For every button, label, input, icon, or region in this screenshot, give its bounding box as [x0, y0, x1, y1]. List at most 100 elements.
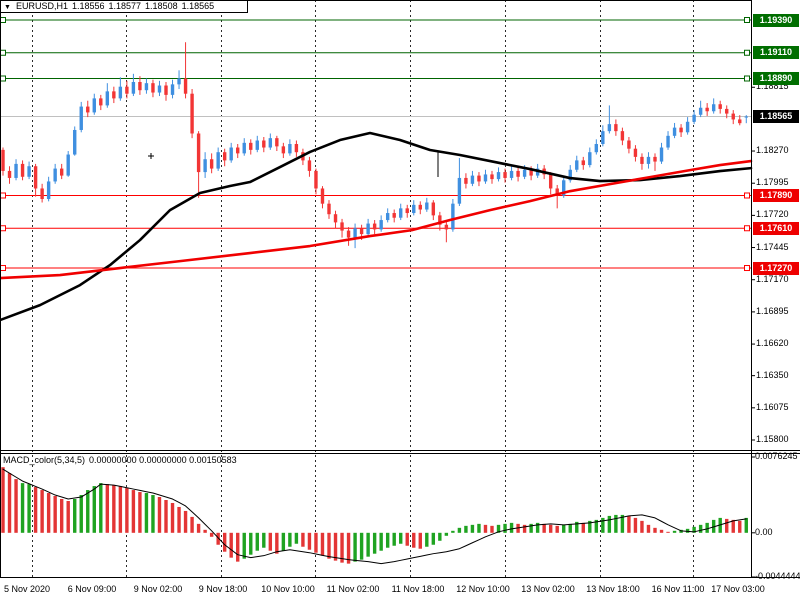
price-level-badge: 1.18565 [753, 110, 799, 124]
candle-body [725, 108, 729, 114]
candle-body [744, 116, 748, 118]
candle-body [307, 160, 312, 171]
candle-body [353, 228, 357, 238]
macd-histogram-bar [275, 532, 279, 554]
macd-histogram-bar [346, 532, 351, 564]
candle-body [614, 124, 618, 132]
time-axis-label: 13 Nov 02:00 [521, 584, 575, 594]
macd-histogram-bar [99, 483, 103, 533]
price-level-badge: 1.19390 [753, 13, 799, 27]
price-axis-label: 1.16350 [756, 369, 789, 380]
indicator-name: MACD_color(5,34,5) [3, 455, 86, 465]
macd-histogram-bar [562, 524, 566, 533]
dropdown-arrow-icon[interactable]: ▼ [4, 4, 11, 11]
candle-body [555, 188, 559, 196]
macd-histogram-bar [281, 532, 286, 551]
candle-body [275, 138, 279, 147]
candle-body [196, 133, 201, 173]
macd-histogram-bar [177, 506, 181, 533]
time-axis-label: 9 Nov 02:00 [133, 584, 183, 594]
price-axis-label: 1.16075 [756, 401, 789, 412]
candle-body [738, 119, 742, 124]
candle-body [705, 107, 709, 112]
candle-body [33, 166, 38, 189]
macd-histogram-bar [588, 520, 592, 533]
candle-body [620, 131, 625, 141]
macd-histogram-bar [555, 525, 559, 533]
macd-histogram-bar [594, 519, 599, 533]
macd-histogram-bar [144, 493, 149, 533]
candle-body [685, 121, 690, 133]
candle-body [281, 146, 286, 154]
candle-body [457, 177, 462, 204]
candle-body [340, 222, 344, 231]
macd-histogram-bar [151, 495, 155, 533]
price-level-badge: 1.19110 [753, 46, 799, 60]
macd-histogram-bar [170, 502, 175, 533]
candle-body [711, 104, 716, 112]
macd-histogram-bar [738, 520, 742, 533]
candle-body [73, 129, 77, 155]
candle-body [209, 159, 214, 169]
macd-histogram-bar [40, 490, 44, 533]
candle-body [7, 170, 12, 178]
macd-histogram-bar [131, 490, 136, 533]
chart-title: ▼ EURUSD,H1 1.18556 1.18577 1.18508 1.18565 [0, 0, 248, 13]
candle-body [105, 91, 110, 106]
candle-body [138, 82, 142, 91]
candle-body [601, 131, 605, 145]
candle-body [653, 156, 657, 162]
macd-histogram-bar [490, 525, 494, 533]
candle-body [144, 83, 149, 91]
macd-histogram-bar [535, 522, 540, 533]
candle-body [262, 140, 266, 148]
macd-histogram-bar [653, 527, 657, 533]
macd-histogram-bar [620, 514, 625, 533]
macd-histogram-bar [399, 532, 403, 544]
candle-body [522, 169, 527, 177]
quote-high: 1.18577 [108, 1, 142, 11]
macd-histogram-bar [451, 530, 455, 533]
candle-body [385, 213, 390, 221]
macd-histogram-bar [340, 532, 344, 563]
candle-body [666, 135, 670, 148]
candle-body [438, 215, 442, 225]
macd-histogram-bar [92, 486, 96, 533]
macd-histogram-bar [118, 486, 123, 533]
macd-histogram-bar [366, 532, 370, 557]
candle-body [20, 163, 25, 177]
candle-body [509, 170, 514, 178]
macd-histogram-bar [190, 516, 194, 533]
candle-body [412, 204, 416, 214]
candle-body [320, 188, 325, 204]
candle-body [294, 144, 299, 153]
macd-histogram-bar [294, 532, 299, 544]
candle-body [177, 78, 181, 85]
price-level-badge: 1.17890 [753, 188, 799, 202]
macd-histogram-bar [359, 532, 364, 560]
candle-body [633, 148, 638, 157]
macd-histogram-bar [249, 532, 253, 555]
macd-histogram-bar [548, 524, 553, 533]
candle-body [607, 124, 612, 132]
macd-histogram-bar [464, 525, 468, 533]
macd-histogram-bar [529, 523, 533, 533]
level-line-marker [0, 49, 6, 56]
macd-histogram-bar [496, 524, 501, 533]
indicator-axis-label: 0.00 [755, 526, 773, 537]
macd-histogram-bar [666, 531, 670, 533]
macd-histogram-bar [7, 473, 12, 533]
macd-histogram-bar [725, 518, 729, 533]
macd-histogram-bar [444, 532, 449, 536]
time-axis-label: 13 Nov 18:00 [586, 584, 640, 594]
candle-body [59, 168, 64, 176]
candle-body [581, 160, 585, 166]
candle-body [548, 174, 553, 189]
macd-histogram-bar [125, 488, 129, 533]
candle-body [392, 213, 396, 218]
candle-body [92, 98, 96, 113]
macd-histogram-bar [614, 514, 618, 533]
level-line-marker [0, 75, 6, 82]
